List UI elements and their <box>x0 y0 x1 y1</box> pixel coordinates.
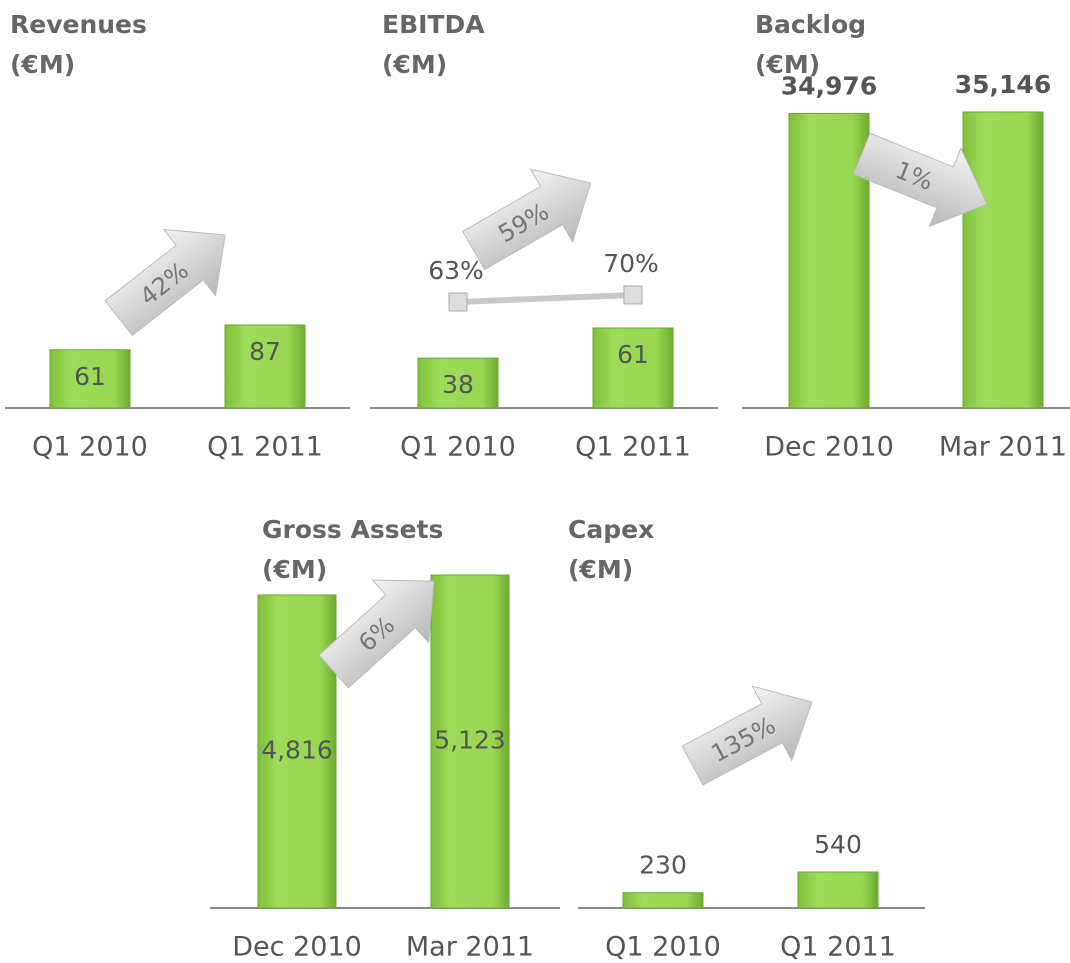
data-label: 230 <box>639 851 687 880</box>
bar <box>622 892 704 909</box>
bar <box>49 349 131 409</box>
x-tick-label: Q1 2011 <box>207 432 323 463</box>
x-tick-label: Dec 2010 <box>764 432 894 463</box>
chart-title: Backlog <box>755 10 866 39</box>
chart-subtitle: (€M) <box>382 50 447 79</box>
x-tick-label: Q1 2010 <box>400 432 516 463</box>
growth-arrow: 6% <box>318 579 435 689</box>
arrow-shape <box>104 228 226 337</box>
chart-title: Gross Assets <box>262 515 443 544</box>
line-marker <box>623 285 643 305</box>
x-tick-label: Q1 2011 <box>780 932 896 963</box>
data-label: 35,146 <box>955 70 1051 99</box>
arrow-shape <box>318 579 435 689</box>
x-tick-label: Q1 2011 <box>575 432 691 463</box>
bar <box>592 327 674 409</box>
growth-arrow: 1% <box>852 132 988 228</box>
growth-arrow: 42% <box>104 228 226 337</box>
x-tick-label: Dec 2010 <box>232 932 362 963</box>
x-tick-label: Q1 2010 <box>32 432 148 463</box>
x-tick-label: Q1 2010 <box>605 932 721 963</box>
arrow-shape <box>681 685 813 786</box>
x-tick-label: Mar 2011 <box>939 432 1067 463</box>
data-label: 38 <box>442 370 474 399</box>
bar <box>788 112 870 409</box>
line-label: 63% <box>428 256 484 285</box>
chart-title: Capex <box>568 515 654 544</box>
bar <box>417 357 499 409</box>
x-tick-label: Mar 2011 <box>406 932 534 963</box>
arrow-shape <box>852 132 988 228</box>
chart-subtitle: (€M) <box>755 50 820 79</box>
bar <box>224 324 306 409</box>
bar <box>797 871 879 909</box>
data-label: 87 <box>249 337 281 366</box>
line <box>457 292 634 305</box>
data-label: 540 <box>814 830 862 859</box>
data-label: 61 <box>617 340 649 369</box>
bar <box>962 111 1044 409</box>
chart-subtitle: (€M) <box>10 50 75 79</box>
line-marker <box>448 292 468 312</box>
line-label: 70% <box>603 249 659 278</box>
data-label: 4,816 <box>261 735 333 764</box>
data-label: 61 <box>74 362 106 391</box>
bar <box>257 594 337 909</box>
bar <box>430 574 510 909</box>
chart-title: Revenues <box>10 10 147 39</box>
arrow-shape <box>462 168 592 271</box>
chart-subtitle: (€M) <box>262 555 327 584</box>
data-label: 34,976 <box>781 71 877 100</box>
chart-subtitle: (€M) <box>568 555 633 584</box>
growth-arrow: 135% <box>681 685 813 786</box>
data-label: 5,123 <box>434 726 506 755</box>
chart-title: EBITDA <box>382 10 485 39</box>
